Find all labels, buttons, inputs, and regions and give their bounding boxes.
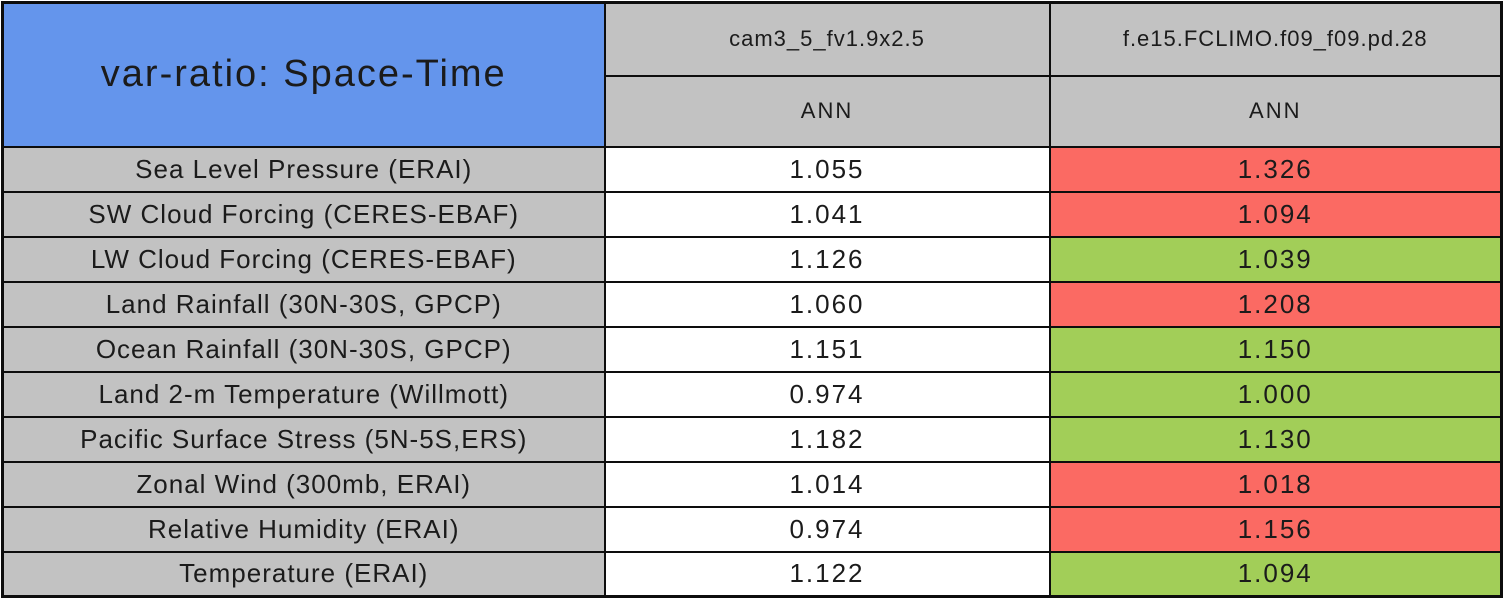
value-cell-model1: 1.126 xyxy=(603,235,1051,283)
row-label: Pacific Surface Stress (5N-5S,ERS) xyxy=(1,415,606,463)
row-label: LW Cloud Forcing (CERES-EBAF) xyxy=(1,235,606,283)
var-ratio-table: var-ratio: Space-Time cam3_5_fv1.9x2.5 f… xyxy=(1,1,1503,598)
table-row: Pacific Surface Stress (5N-5S,ERS) 1.182… xyxy=(1,415,1503,463)
table-row: SW Cloud Forcing (CERES-EBAF) 1.041 1.09… xyxy=(1,190,1503,238)
value-cell-model1: 1.182 xyxy=(603,415,1051,463)
value-cell-model2: 1.130 xyxy=(1048,415,1503,463)
value-cell-model2: 1.094 xyxy=(1048,190,1503,238)
table-row: Land Rainfall (30N-30S, GPCP) 1.060 1.20… xyxy=(1,280,1503,328)
value-cell-model1: 0.974 xyxy=(603,505,1051,553)
value-cell-model2: 1.326 xyxy=(1048,145,1503,193)
header-row-seasons: ANN ANN xyxy=(3,74,1503,148)
row-label: Temperature (ERAI) xyxy=(1,550,606,598)
model-1-season: ANN xyxy=(603,74,1051,148)
table-row: Relative Humidity (ERAI) 0.974 1.156 xyxy=(1,505,1503,553)
row-label: Land Rainfall (30N-30S, GPCP) xyxy=(1,280,606,328)
row-label: Relative Humidity (ERAI) xyxy=(1,505,606,553)
table-row: Ocean Rainfall (30N-30S, GPCP) 1.151 1.1… xyxy=(1,325,1503,373)
value-cell-model2: 1.150 xyxy=(1048,325,1503,373)
row-label: Sea Level Pressure (ERAI) xyxy=(1,145,606,193)
model-1-name: cam3_5_fv1.9x2.5 xyxy=(603,1,1051,77)
value-cell-model1: 1.151 xyxy=(603,325,1051,373)
value-cell-model2: 1.018 xyxy=(1048,460,1503,508)
row-label: Land 2-m Temperature (Willmott) xyxy=(1,370,606,418)
value-cell-model1: 1.014 xyxy=(603,460,1051,508)
value-cell-model1: 1.060 xyxy=(603,280,1051,328)
value-cell-model2: 1.000 xyxy=(1048,370,1503,418)
model-2-name: f.e15.FCLIMO.f09_f09.pd.28 xyxy=(1048,1,1503,77)
table-row: Zonal Wind (300mb, ERAI) 1.014 1.018 xyxy=(1,460,1503,508)
value-cell-model2: 1.094 xyxy=(1048,550,1503,598)
value-cell-model2: 1.156 xyxy=(1048,505,1503,553)
value-cell-model2: 1.039 xyxy=(1048,235,1503,283)
value-cell-model1: 1.055 xyxy=(603,145,1051,193)
value-cell-model1: 1.041 xyxy=(603,190,1051,238)
value-cell-model1: 0.974 xyxy=(603,370,1051,418)
value-cell-model1: 1.122 xyxy=(603,550,1051,598)
header-row-models: var-ratio: Space-Time cam3_5_fv1.9x2.5 f… xyxy=(1,1,1503,148)
table-row: Sea Level Pressure (ERAI) 1.055 1.326 xyxy=(1,145,1503,193)
value-cell-model2: 1.208 xyxy=(1048,280,1503,328)
table-title: var-ratio: Space-Time xyxy=(1,1,606,148)
table-row: LW Cloud Forcing (CERES-EBAF) 1.126 1.03… xyxy=(1,235,1503,283)
row-label: SW Cloud Forcing (CERES-EBAF) xyxy=(1,190,606,238)
model-2-season: ANN xyxy=(1048,74,1503,148)
row-label: Ocean Rainfall (30N-30S, GPCP) xyxy=(1,325,606,373)
table-row: Temperature (ERAI) 1.122 1.094 xyxy=(1,550,1503,598)
table-row: Land 2-m Temperature (Willmott) 0.974 1.… xyxy=(1,370,1503,418)
row-label: Zonal Wind (300mb, ERAI) xyxy=(1,460,606,508)
